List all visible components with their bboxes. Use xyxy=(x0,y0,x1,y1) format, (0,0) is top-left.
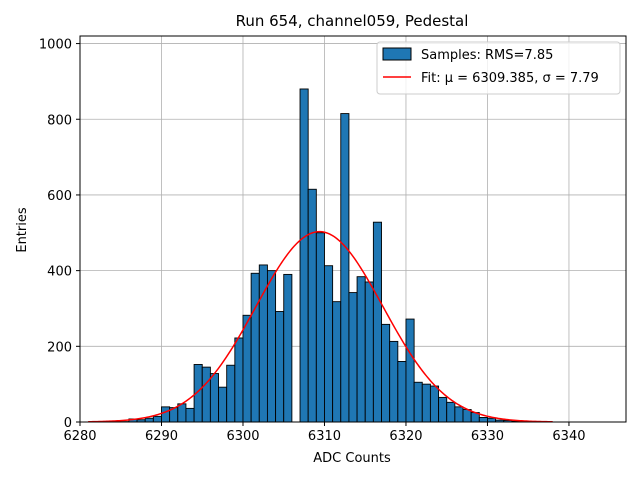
x-tick-label: 6320 xyxy=(389,429,422,444)
histogram-bar xyxy=(389,340,399,423)
histogram-bar xyxy=(201,366,211,423)
x-tick-label: 6300 xyxy=(226,429,259,444)
y-tick-label: 200 xyxy=(47,340,72,355)
histogram-bar xyxy=(462,409,472,423)
histogram-bar xyxy=(454,406,464,423)
legend-box xyxy=(376,41,621,95)
histogram-bar xyxy=(397,361,407,423)
legend: Samples: RMS=7.85 Fit: μ = 6309.385, σ =… xyxy=(376,41,621,95)
chart-title: Run 654, channel059, Pedestal xyxy=(236,12,469,30)
histogram-bar xyxy=(421,383,431,423)
legend-samples-label: Samples: RMS=7.85 xyxy=(421,48,553,63)
fit-curve xyxy=(88,230,553,423)
x-tick-label: 6330 xyxy=(471,429,504,444)
plot-frame xyxy=(79,35,627,423)
histogram-bar xyxy=(364,281,374,423)
x-tick-label: 6280 xyxy=(63,429,96,444)
histogram-bar xyxy=(144,417,154,423)
histogram-bar xyxy=(242,314,252,423)
histogram-bar xyxy=(218,386,228,423)
legend-samples-swatch xyxy=(382,47,412,61)
y-tick-label: 600 xyxy=(47,189,72,204)
histogram-bar xyxy=(372,221,382,423)
histogram-bar xyxy=(275,311,285,423)
y-tick-label: 400 xyxy=(47,265,72,280)
x-axis-ticks: 6280 6290 6300 6310 6320 6330 6340 xyxy=(63,422,586,444)
histogram-bar xyxy=(478,417,488,423)
y-tick-label: 0 xyxy=(64,416,72,431)
y-tick-label: 800 xyxy=(47,113,72,128)
y-axis-label: Entries xyxy=(15,207,30,253)
legend-fit-label: Fit: μ = 6309.385, σ = 7.79 xyxy=(421,71,599,86)
fit-curve-group xyxy=(88,230,553,423)
histogram-bar xyxy=(234,337,244,423)
x-axis-label: ADC Counts xyxy=(313,451,391,466)
histogram-bar xyxy=(283,273,293,423)
histogram-bar xyxy=(266,270,277,423)
x-tick-label: 6310 xyxy=(308,429,341,444)
histogram-bar xyxy=(487,417,497,423)
x-tick-label: 6290 xyxy=(145,429,178,444)
histogram-bar xyxy=(307,188,317,423)
histogram-bar xyxy=(209,373,219,423)
histogram-bar xyxy=(185,407,195,423)
y-tick-label: 1000 xyxy=(39,38,72,53)
histogram-bar xyxy=(446,401,456,423)
histogram-bar xyxy=(161,406,171,423)
histogram-bar xyxy=(348,292,358,423)
histogram-bar xyxy=(226,364,236,423)
histogram-bar xyxy=(299,88,309,423)
histogram-bar xyxy=(332,301,342,423)
histogram-bar xyxy=(324,265,334,423)
histogram-bar xyxy=(250,272,260,423)
histogram-bar xyxy=(177,403,187,423)
histogram-bar xyxy=(315,232,325,423)
histogram-bar xyxy=(429,385,440,423)
histogram-bar xyxy=(405,318,415,423)
histogram-bar xyxy=(340,113,350,423)
histogram-bar xyxy=(356,276,366,423)
y-axis-ticks: 0 200 400 600 800 1000 xyxy=(39,38,80,431)
histogram-bars xyxy=(112,88,545,423)
histogram-bar xyxy=(152,415,162,423)
histogram-bar xyxy=(381,323,391,423)
histogram-bar xyxy=(413,381,423,423)
x-tick-label: 6340 xyxy=(552,429,585,444)
histogram-bar xyxy=(438,396,448,423)
